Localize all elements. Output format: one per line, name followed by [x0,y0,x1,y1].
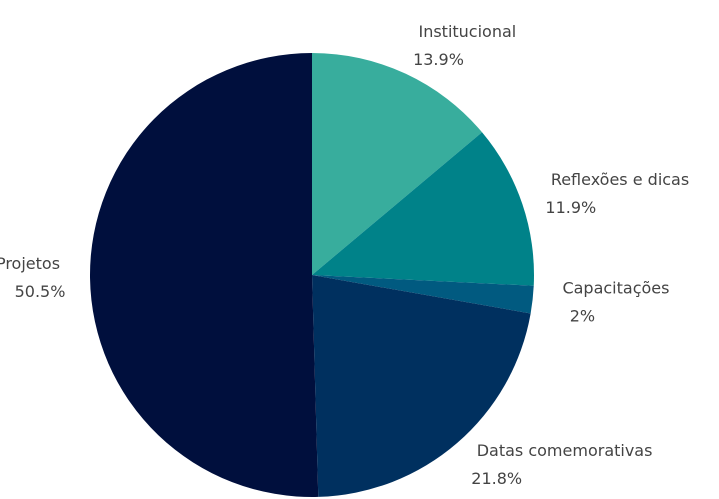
slice-value-label: 2% [570,307,595,326]
slice-label: Projetos [0,254,60,273]
slice-value-label: 21.8% [471,469,522,488]
slice-label: Capacitações [562,279,669,298]
pie-slice [312,53,483,275]
slice-value-label: 50.5% [15,282,66,301]
pie-slice [312,132,534,286]
slice-value-label: 11.9% [545,198,596,217]
slice-label: Datas comemorativas [477,441,653,460]
slice-label: Reflexões e dicas [551,170,689,189]
slice-label: Institucional [418,22,516,41]
pie-slice [312,275,531,497]
slice-value-label: 13.9% [413,50,464,69]
pie-slice [90,53,319,497]
pie-slice [312,275,534,314]
